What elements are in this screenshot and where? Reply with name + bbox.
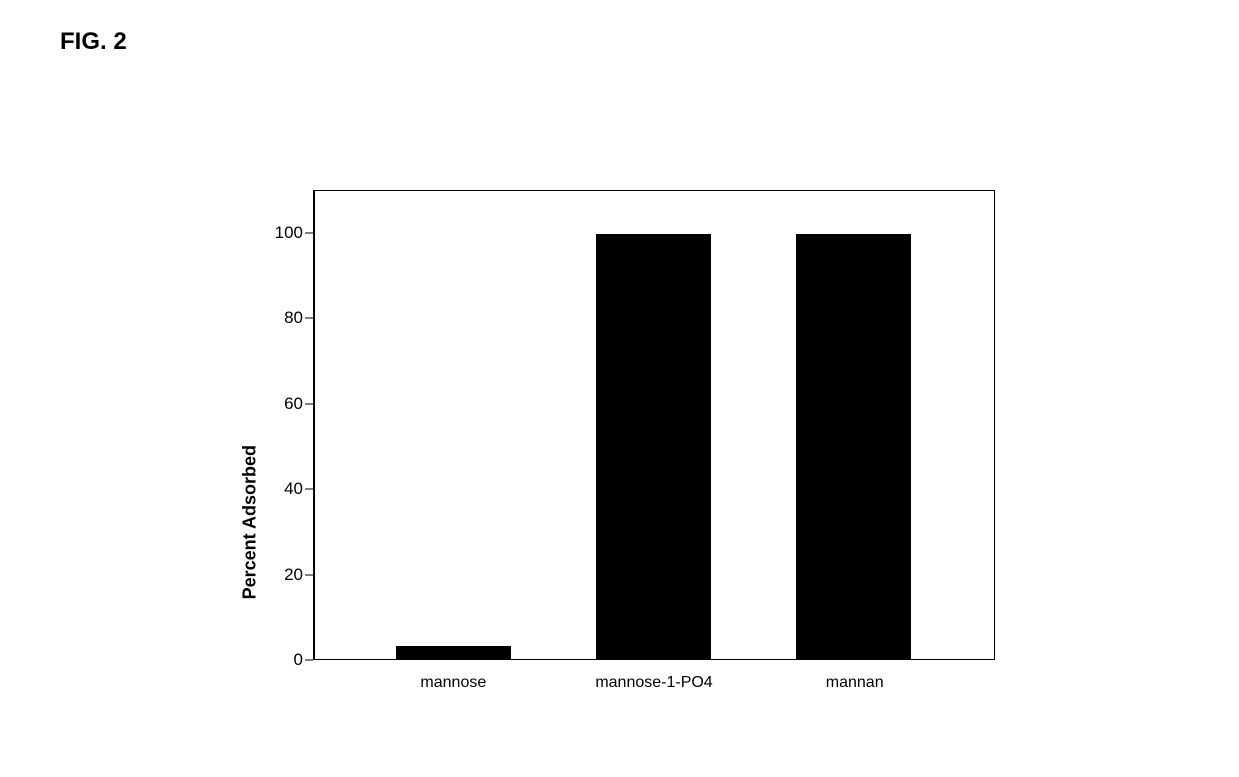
y-tick-label: 100 — [275, 223, 303, 243]
bar-slot — [754, 191, 954, 659]
bar — [796, 234, 911, 659]
y-tick-label: 80 — [284, 308, 303, 328]
bars-container — [313, 191, 994, 659]
x-label-slot: mannan — [754, 664, 955, 700]
bar — [396, 646, 511, 659]
y-tick-mark — [305, 574, 313, 575]
x-axis-label: mannose-1-PO4 — [595, 674, 712, 692]
bar-slot — [353, 191, 553, 659]
y-tick-mark — [305, 489, 313, 490]
y-tick-mark — [305, 232, 313, 233]
bar — [596, 234, 711, 659]
y-tick-label: 20 — [284, 565, 303, 585]
bar-slot — [553, 191, 753, 659]
y-tick-mark — [305, 318, 313, 319]
bar-chart: Percent Adsorbed 020406080100 mannoseman… — [255, 190, 995, 700]
y-tick-label: 60 — [284, 394, 303, 414]
y-tick-mark — [305, 403, 313, 404]
x-label-slot: mannose — [353, 664, 554, 700]
y-tick-mark — [305, 660, 313, 661]
y-tick-label: 0 — [294, 650, 303, 670]
plot-area — [313, 190, 995, 660]
x-axis-labels: mannose mannose-1-PO4 mannan — [313, 664, 995, 700]
x-axis-label: mannan — [826, 674, 884, 692]
x-label-slot: mannose-1-PO4 — [554, 664, 755, 700]
y-axis-ticks: 0 20 40 60 80 100 — [255, 190, 313, 700]
figure-title: FIG. 2 — [60, 28, 127, 56]
x-axis-label: mannose — [420, 674, 486, 692]
y-tick-label: 40 — [284, 479, 303, 499]
